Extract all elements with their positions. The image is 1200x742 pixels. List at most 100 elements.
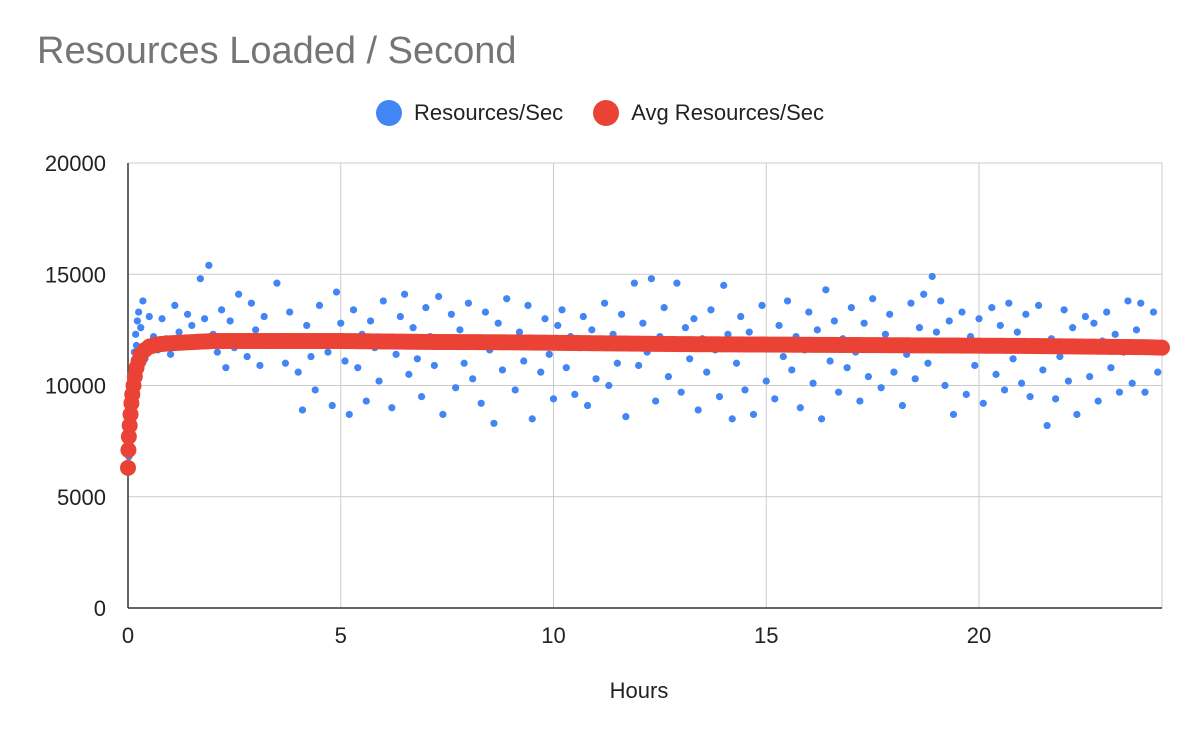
legend-marker-blue [376,100,402,126]
resources-sec-point [741,386,749,394]
resources-sec-point [366,317,375,325]
resources-sec-point [132,330,140,338]
resources-sec-point [524,301,532,309]
resources-sec-point [1022,310,1030,318]
resources-sec-point [1115,388,1124,396]
resources-sec-point [303,321,311,330]
resources-sec-point [400,290,409,298]
resources-sec-point [218,306,226,314]
chart-title: Resources Loaded / Second [37,30,517,72]
resources-sec-point [681,324,690,332]
resources-sec-point [349,306,358,314]
resources-sec-point [171,301,179,309]
resources-sec-point [396,312,404,321]
resources-sec-point [379,297,387,305]
resources-sec-point [890,368,898,376]
resources-sec-point [745,328,753,336]
resources-sec-point [196,275,204,283]
x-tick-label: 0 [122,623,134,648]
resources-sec-point [243,352,251,361]
resources-sec-point [1064,377,1072,385]
resources-sec-point [1013,328,1021,336]
resources-sec-point [571,390,579,398]
resources-sec-point [592,375,600,383]
resources-sec-point [503,295,511,303]
resources-sec-point [660,304,668,312]
resources-sec-point [1017,379,1026,387]
resources-sec-point [617,310,626,318]
resources-sec-point [158,315,166,323]
resources-sec-point [235,290,243,298]
resources-sec-point [775,321,783,330]
resources-sec-point [460,359,468,367]
resources-sec-point [337,319,345,327]
resources-sec-point [796,404,804,412]
resources-sec-point [307,352,315,361]
resources-sec-point [537,368,545,376]
y-tick-label: 0 [94,596,106,621]
resources-sec-point [1073,410,1081,419]
resources-sec-point [256,361,264,370]
resources-sec-point [915,324,924,332]
resources-sec-point [1056,352,1064,361]
resources-sec-point [345,410,353,419]
resources-sec-point [260,312,268,321]
resources-sec-point [924,359,932,367]
resources-sec-point [937,297,945,305]
resources-sec-point [175,328,183,336]
resources-sec-point [1035,301,1043,309]
resources-sec-point [783,297,792,305]
resources-sec-point [213,348,221,356]
resources-sec-point [694,406,702,414]
resources-sec-point [622,413,630,421]
resources-sec-point [481,308,490,316]
resources-sec-point [1107,364,1115,372]
resources-sec-point [1043,421,1051,430]
resources-sec-point [388,404,396,412]
resources-sec-point [418,393,426,401]
resources-sec-point [490,419,498,427]
resources-sec-point [562,364,570,372]
resources-sec-point [354,364,362,372]
legend-item-resources-sec: Resources/Sec [376,100,563,126]
resources-sec-point [252,326,260,334]
resources-sec-point [392,350,400,358]
legend-label-resources-sec: Resources/Sec [414,100,564,125]
chart-legend: Resources/Sec Avg Resources/Sec [0,96,1200,130]
resources-sec-point [464,299,473,307]
resources-sec-point [703,368,711,376]
resources-sec-point [205,261,213,269]
resources-sec-point [294,368,302,376]
resources-sec-point [737,312,745,321]
resources-sec-point [1026,393,1034,401]
resources-sec-point [1111,330,1119,338]
resources-sec-point [881,330,890,338]
resources-sec-point [247,299,255,307]
resources-sec-point [945,317,953,325]
resources-sec-point [920,290,928,298]
legend-marker-red [593,100,620,126]
resources-sec-point [847,304,855,312]
resources-sec-point [549,395,558,403]
resources-sec-point [715,393,724,401]
resources-sec-point [1103,308,1111,316]
resources-sec-point [1000,386,1009,394]
resources-sec-point [452,384,460,392]
resources-sec-point [405,370,413,378]
resources-sec-point [1137,299,1145,307]
resources-sec-point [652,397,660,405]
resources-sec-point [413,355,421,363]
resources-sec-point [843,364,851,372]
resources-sec-point [805,308,813,316]
avg-resources-sec-point [1154,339,1170,356]
resources-sec-point [328,401,336,410]
resources-sec-point [273,279,281,287]
avg-resources-sec-point [120,442,137,459]
x-axis-label: Hours [609,678,669,703]
resources-sec-point [724,330,732,338]
resources-sec-point [494,319,502,327]
resources-sec-point [226,317,234,325]
resources-sec-point [1141,388,1149,396]
resources-sec-point [677,388,685,396]
